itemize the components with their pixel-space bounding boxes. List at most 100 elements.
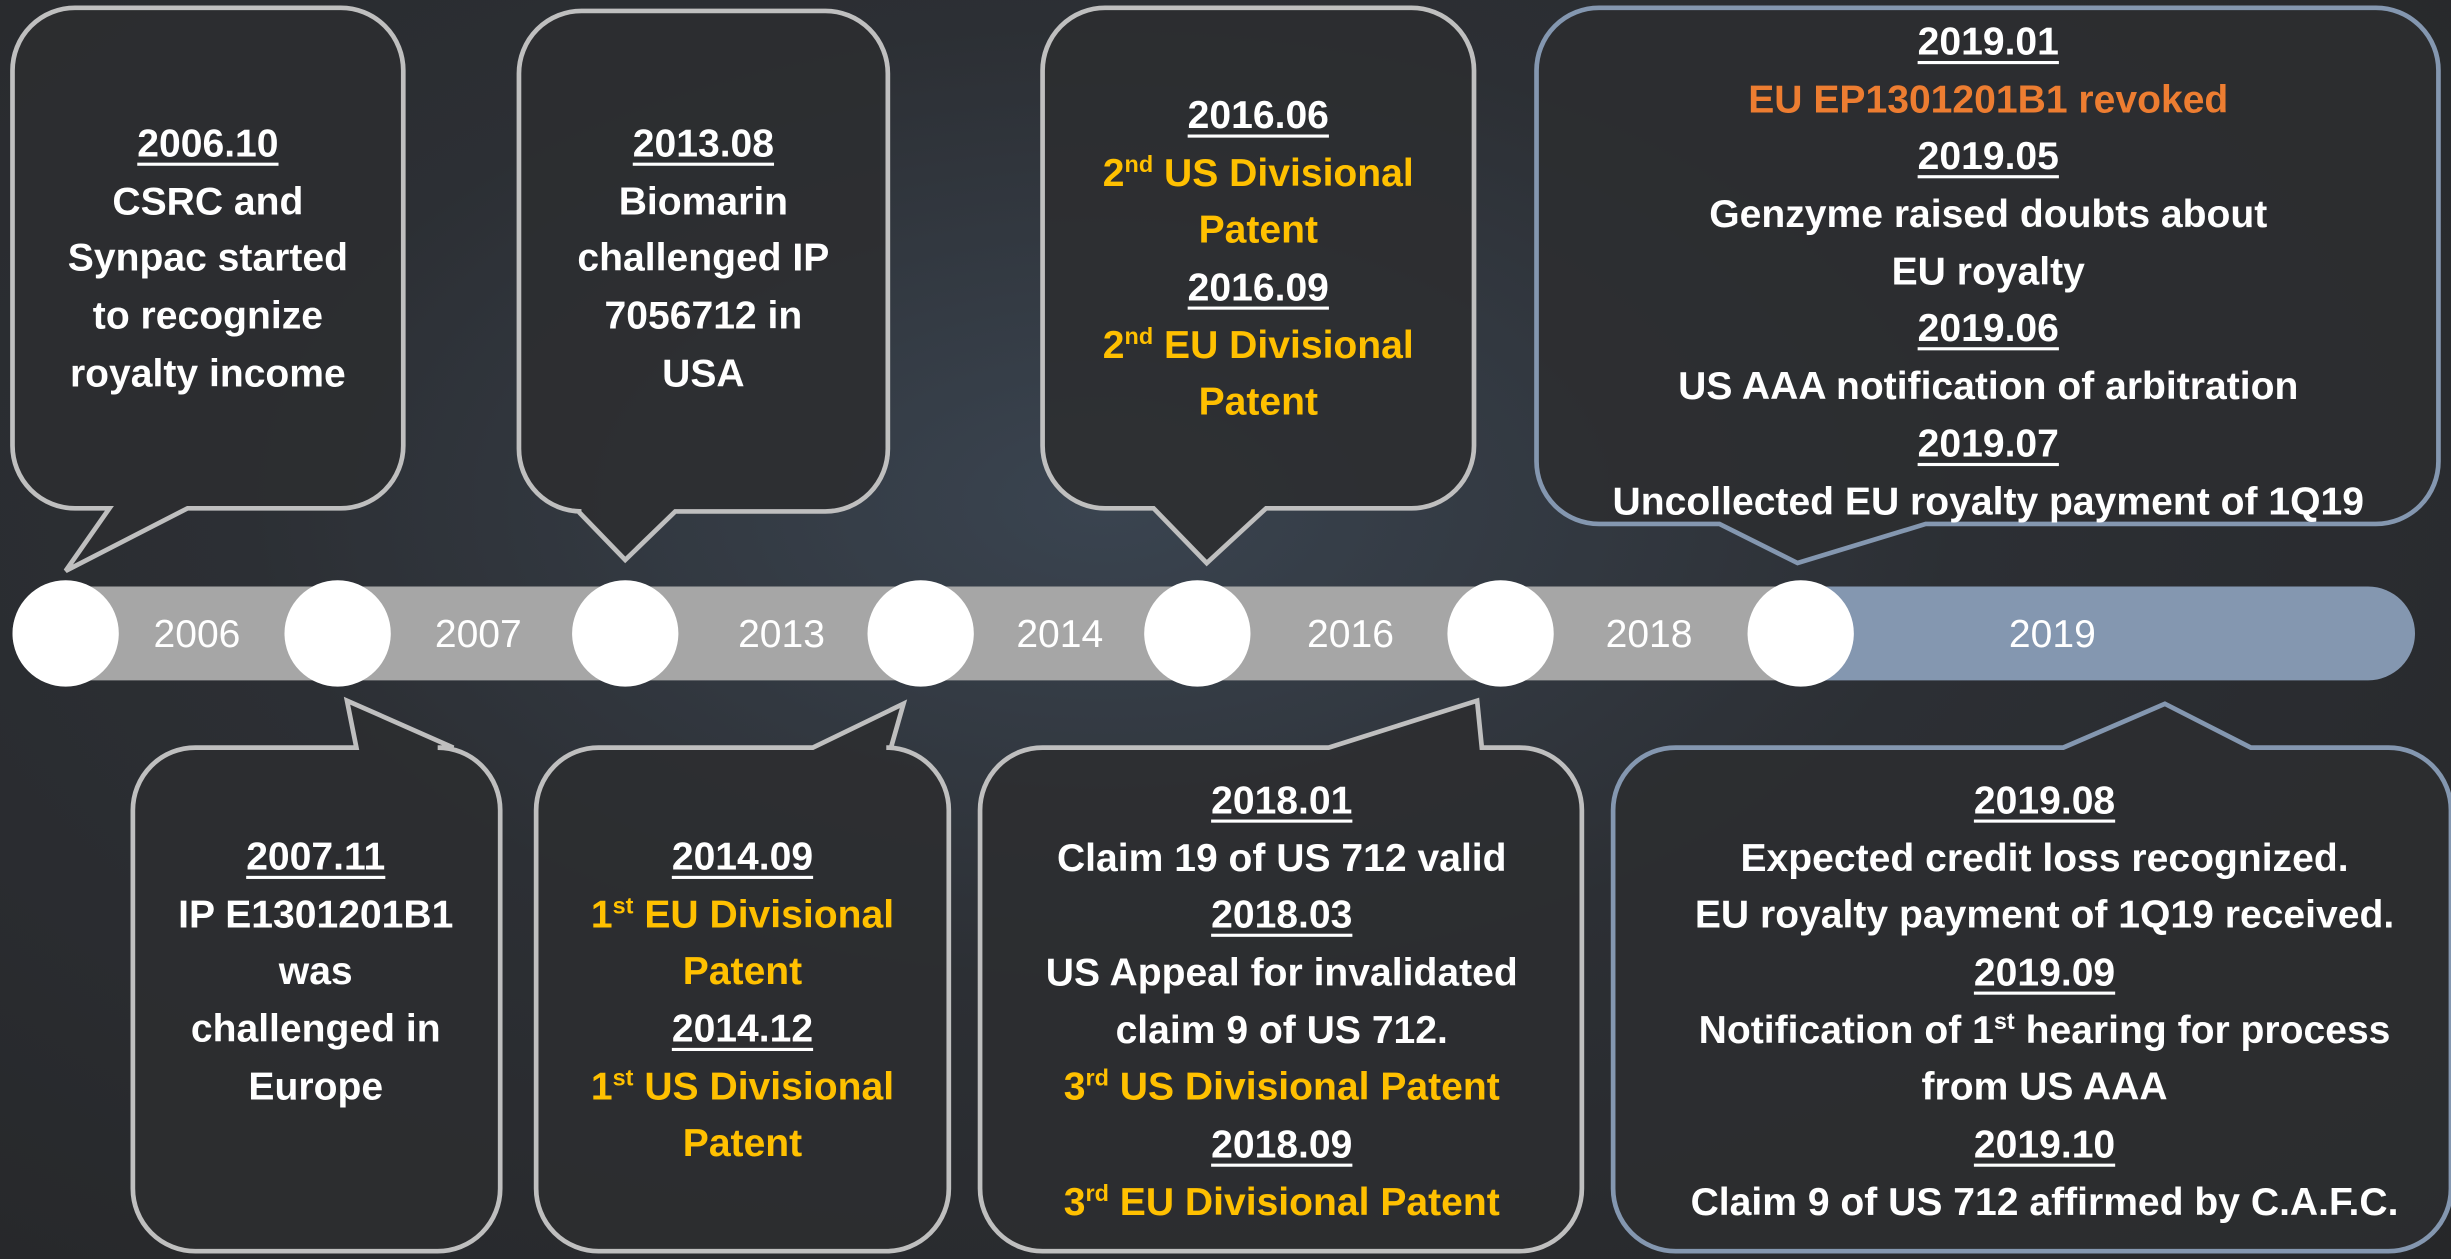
- ordinal-suffix: st: [1993, 1008, 2015, 1035]
- event-text: Uncollected EU royalty payment of 1Q19: [1612, 479, 2364, 524]
- event-text: Patent: [682, 1122, 803, 1166]
- ordinal-suffix: rd: [1085, 1065, 1109, 1093]
- callout-line: 2019.05: [1488, 129, 2451, 186]
- event-text: challenged IP: [577, 236, 830, 281]
- year-label: 2018: [1606, 613, 1693, 656]
- event-text: 3rd EU Divisional Patent: [1064, 1181, 1500, 1225]
- callout-line: IP E1301201B1: [0, 886, 816, 943]
- callout-text: 2013.08 Biomarin challenged IP 7056712 in US…: [203, 116, 1203, 403]
- ordinal-suffix: nd: [1124, 323, 1154, 350]
- event-date: 2016.06: [1187, 93, 1329, 138]
- event-date: 2016.09: [1187, 265, 1329, 310]
- callout-line: USA: [203, 345, 1203, 402]
- callout-line: 2019.07: [1488, 416, 2451, 473]
- event-text: was: [278, 949, 353, 994]
- callout-line: Notification of 1st hearing for process: [1544, 1002, 2451, 1059]
- event-text: EU royalty: [1891, 249, 2085, 294]
- callout-bubble: [977, 697, 1585, 1254]
- callout-line: 1st EU Divisional: [242, 886, 1242, 943]
- callout-line: 2nd US Divisional: [758, 145, 1758, 202]
- event-date: 2019.08: [1973, 778, 2116, 823]
- event-text: US AAA notification of arbitration: [1678, 364, 2299, 409]
- text-part: 3: [1063, 1065, 1086, 1110]
- milestone-dot: [1447, 580, 1554, 687]
- callout-line: 1st US Divisional: [242, 1058, 1242, 1115]
- callout-bubble: [516, 8, 891, 564]
- callout-bubble: [1610, 701, 2451, 1254]
- callout-text: 2014.09 1st EU Divisional Patent 2014.12 1st…: [242, 829, 1242, 1173]
- callout-line: 7056712 in: [203, 288, 1203, 345]
- callout-line: Biomarin: [203, 173, 1203, 230]
- ordinal-suffix: st: [612, 892, 634, 920]
- year-label: 2016: [1307, 613, 1394, 656]
- callout-bubble: [130, 696, 503, 1254]
- callout-line: claim 9 of US 712.: [782, 1002, 1782, 1059]
- milestone-dot: [1747, 580, 1854, 687]
- event-text: Biomarin: [618, 179, 789, 224]
- callout-line: US Appeal for invalidated: [782, 945, 1782, 1002]
- callout-line: was: [0, 944, 816, 1001]
- year-label: 2007: [435, 613, 522, 656]
- event-text: Europe: [248, 1064, 384, 1109]
- text-part: US Divisional: [1153, 151, 1414, 196]
- callout-line: Patent: [758, 202, 1758, 259]
- event-text: Notification of 1st hearing for process: [1699, 1008, 2391, 1052]
- event-text: CSRC and: [112, 179, 304, 224]
- callout-line: 2016.09: [758, 260, 1758, 317]
- event-date: 2018.01: [1211, 778, 1353, 823]
- callout-line: Genzyme raised doubts about: [1488, 186, 2451, 243]
- year-label: 2019: [2009, 613, 2096, 656]
- callout-line: 3rd EU Divisional Patent: [782, 1174, 1782, 1231]
- event-text: 2nd EU Divisional: [1103, 323, 1414, 367]
- callout-line: 2019.09: [1544, 945, 2451, 1002]
- callout-line: Patent: [242, 944, 1242, 1001]
- ordinal-suffix: st: [612, 1064, 634, 1092]
- callout-line: 3rd US Divisional Patent: [782, 1060, 1782, 1117]
- callout-line: Patent: [242, 1116, 1242, 1173]
- text-part: US Divisional: [633, 1064, 895, 1109]
- event-text: 2nd US Divisional: [1103, 151, 1414, 195]
- text-part: EU Divisional Patent: [1108, 1180, 1500, 1225]
- callout-line: challenged in: [0, 1001, 816, 1058]
- milestone-dot: [1144, 580, 1251, 687]
- callout-line: Claim 9 of US 712 affirmed by C.A.F.C.: [1544, 1174, 2451, 1231]
- callout-line: Expected credit loss recognized.: [1544, 830, 2451, 887]
- event-text: 3rd US Divisional Patent: [1064, 1066, 1500, 1110]
- event-text: Synpac started: [67, 236, 348, 281]
- callout-line: 2nd EU Divisional: [758, 317, 1758, 374]
- event-date: 2018.03: [1211, 893, 1353, 938]
- event-date: 2019.07: [1917, 421, 2059, 466]
- event-text: challenged in: [190, 1007, 441, 1052]
- callout-line: 2019.10: [1544, 1117, 2451, 1174]
- event-date: 2018.09: [1211, 1123, 1353, 1167]
- callout-line: EU EP1301201B1 revoked: [1488, 71, 2451, 128]
- callout-line: Europe: [0, 1058, 816, 1115]
- callout-line: 2007.11: [0, 829, 816, 886]
- event-text: to recognize: [92, 294, 323, 338]
- milestone-dot: [867, 580, 974, 687]
- event-text: Claim 19 of US 712 valid: [1056, 836, 1507, 881]
- callout-text: 2016.06 2nd US Divisional Patent 2016.09 2nd…: [758, 88, 1758, 432]
- callout-line: 2019.08: [1544, 773, 2451, 830]
- event-text: claim 9 of US 712.: [1115, 1008, 1448, 1053]
- callout-text: 2019.01 EU EP1301201B1 revoked 2019.05 Genz…: [1488, 14, 2451, 530]
- callout-line: 2014.12: [242, 1001, 1242, 1058]
- event-text: 1st EU Divisional: [591, 893, 894, 937]
- milestone-dot: [12, 580, 119, 687]
- callout-line: EU royalty payment of 1Q19 received.: [1544, 887, 2451, 944]
- callout-line: to recognize: [0, 288, 708, 345]
- callout-bubble: [1040, 5, 1477, 567]
- callout-text: 2006.10 CSRC and Synpac started to recogniz…: [0, 116, 708, 403]
- callout-line: royalty income: [0, 345, 708, 402]
- callout-line: 2018.03: [782, 887, 1782, 944]
- event-date: 2013.08: [632, 121, 775, 166]
- event-date: 2014.09: [671, 835, 814, 879]
- callout-bubble: [533, 699, 952, 1254]
- callout-line: Patent: [758, 374, 1758, 431]
- milestone-dot: [284, 580, 391, 687]
- event-text: from US AAA: [1921, 1065, 2168, 1110]
- callout-line: Synpac started: [0, 230, 708, 287]
